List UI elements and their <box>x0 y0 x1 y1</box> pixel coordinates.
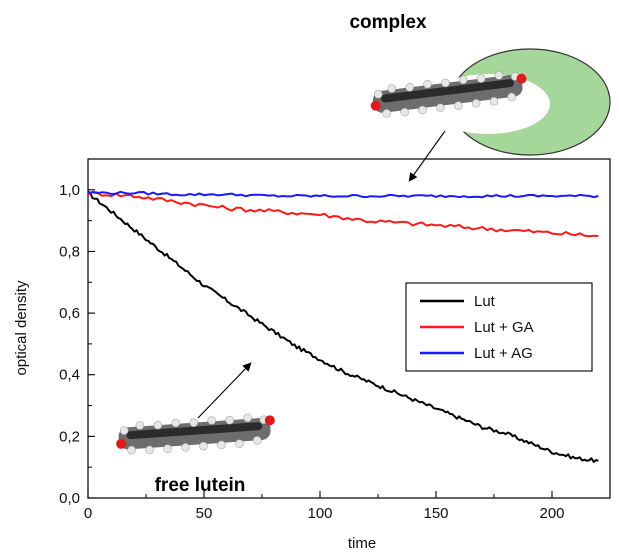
annotation-complex: complex <box>349 12 427 33</box>
annotation-free-lutein: free lutein <box>155 475 246 496</box>
y-tick-label: 1,0 <box>59 182 80 199</box>
x-tick-label: 0 <box>84 505 92 522</box>
x-axis-title: time <box>348 535 376 552</box>
series-line-1 <box>87 190 599 238</box>
molecule-free <box>116 413 275 455</box>
y-tick-label: 0,0 <box>59 490 80 507</box>
x-tick-label: 100 <box>307 505 332 522</box>
molecule-complex <box>370 71 527 118</box>
arrow-from-free-lutein <box>197 362 252 419</box>
x-tick-label: 200 <box>539 505 564 522</box>
y-tick-label: 0,4 <box>59 367 80 384</box>
legend-label-lut-ag: Lut + AG <box>474 345 533 362</box>
legend: Lut Lut + GA Lut + AG <box>405 282 593 372</box>
legend-label-lut-ga: Lut + GA <box>474 319 534 336</box>
complex-illustration <box>370 48 611 156</box>
y-tick-label: 0,2 <box>59 428 80 445</box>
series-line-2 <box>87 190 599 199</box>
tick-labels: 0 50 100 150 200 0,0 0,2 0,4 0,6 0,8 1,0 <box>59 182 564 522</box>
series-layer <box>87 190 599 463</box>
series-line-0 <box>87 190 599 463</box>
y-tick-label: 0,8 <box>59 243 80 260</box>
plot-frame <box>87 158 611 499</box>
legend-label-lut: Lut <box>474 293 496 310</box>
y-axis-title: optical density <box>13 280 30 376</box>
x-tick-label: 150 <box>423 505 448 522</box>
axis-ticks <box>87 158 553 499</box>
y-tick-label: 0,6 <box>59 305 80 322</box>
x-tick-label: 50 <box>196 505 213 522</box>
arrow-to-complex <box>408 130 446 182</box>
